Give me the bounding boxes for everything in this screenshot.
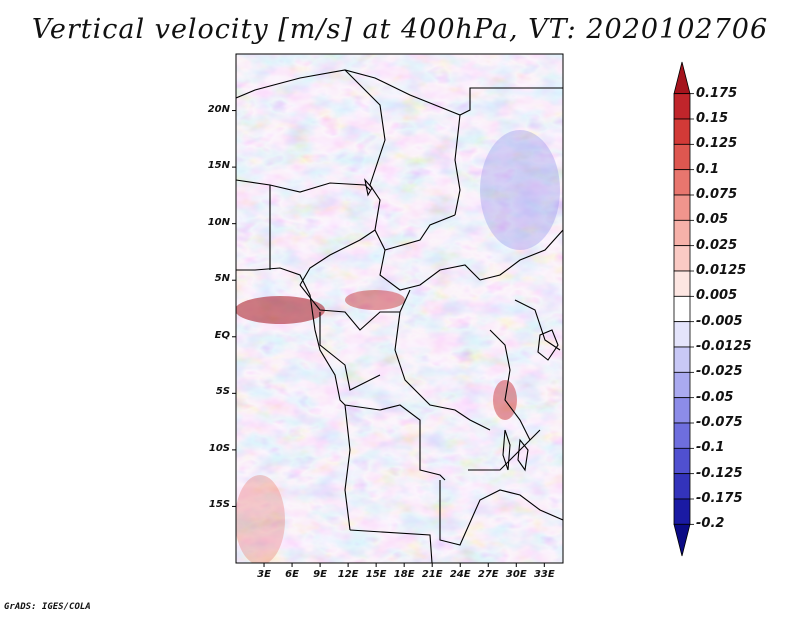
lon-tick-label: 15E <box>365 569 387 580</box>
country-borders <box>236 69 563 563</box>
colorbar-label: 0.0125 <box>696 263 747 278</box>
lon-tick-label: 27E <box>477 569 499 580</box>
convection-cluster <box>345 290 405 310</box>
lon-tick-label: 9E <box>313 569 327 580</box>
lat-tick-label: EQ <box>214 329 230 341</box>
convection-cluster <box>236 296 325 324</box>
lat-tick-label: 15N <box>207 160 230 172</box>
lon-tick-label: 33E <box>533 569 555 580</box>
colorbar-label: -0.2 <box>696 516 725 532</box>
map-frame <box>235 53 564 564</box>
colorbar-swatch <box>673 371 691 399</box>
colorbar-swatch <box>673 346 691 373</box>
colorbar-label: -0.05 <box>696 389 734 405</box>
lakes <box>364 178 559 472</box>
lat-tick-label: 10S <box>208 442 230 454</box>
lon-tick-label: 21E <box>421 569 443 580</box>
colorbar-swatch <box>673 169 691 196</box>
colorbar-label: -0.075 <box>696 415 743 430</box>
lat-tick-label: 15S <box>208 499 230 511</box>
colorbar-overflow-triangle <box>673 61 691 95</box>
colorbar-label: 0.15 <box>696 111 729 126</box>
lon-tick-label: 3E <box>257 569 271 580</box>
colorbar-swatch <box>673 93 691 120</box>
lon-tick-label: 24E <box>449 569 471 580</box>
colorbar-swatch <box>673 194 691 221</box>
colorbar-label: -0.175 <box>696 491 743 506</box>
colorbar-label: -0.1 <box>696 440 725 456</box>
colorbar-label: 0.075 <box>696 187 738 202</box>
colorbar-swatch <box>673 498 691 525</box>
colorbar-swatch <box>673 422 691 449</box>
colorbar-swatch <box>673 473 691 500</box>
lat-tick-label: 5S <box>215 386 230 398</box>
colorbar-underflow-triangle <box>673 523 691 557</box>
colorbar-label: 0.125 <box>696 136 738 152</box>
colorbar-label: 0.005 <box>696 288 738 304</box>
colorbar-swatch <box>673 219 691 247</box>
colorbar-swatch <box>673 397 691 424</box>
lon-tick-label: 30E <box>505 569 527 580</box>
lat-tick-label: 20N <box>207 103 230 115</box>
positive-region <box>236 475 285 563</box>
colorbar-label: 0.05 <box>696 212 729 228</box>
negative-region <box>480 130 560 250</box>
map-title: Vertical velocity [m/s] at 400hPa, VT: 2… <box>31 14 769 45</box>
colorbar-swatch <box>673 118 691 145</box>
lon-tick-label: 6E <box>285 569 299 580</box>
lat-tick-label: 10N <box>207 216 230 228</box>
lon-tick-label: 12E <box>337 569 359 580</box>
colorbar-label: 0.175 <box>696 85 738 101</box>
colorbar-label: 0.1 <box>696 161 720 177</box>
colorbar-swatch <box>673 447 691 475</box>
colorbar-swatch <box>673 143 691 171</box>
colorbar-label: -0.125 <box>696 465 743 481</box>
colorbar-swatch <box>673 295 691 323</box>
field-shading <box>236 54 563 563</box>
lat-tick-label: 5N <box>214 273 230 285</box>
colorbar-label: -0.025 <box>696 364 743 380</box>
coastline <box>236 267 346 406</box>
colorbar-swatch <box>673 270 691 297</box>
software-credit: GrADS: IGES/COLA <box>4 602 91 612</box>
colorbar-label: -0.0125 <box>696 339 752 354</box>
lon-tick-label: 18E <box>393 569 415 580</box>
axis-ticks <box>232 110 545 567</box>
colorbar-swatch <box>673 245 691 272</box>
colorbar-label: -0.005 <box>696 313 743 329</box>
colorbar <box>673 61 694 557</box>
colorbar-label: 0.025 <box>696 237 738 253</box>
colorbar-swatch <box>673 321 691 348</box>
